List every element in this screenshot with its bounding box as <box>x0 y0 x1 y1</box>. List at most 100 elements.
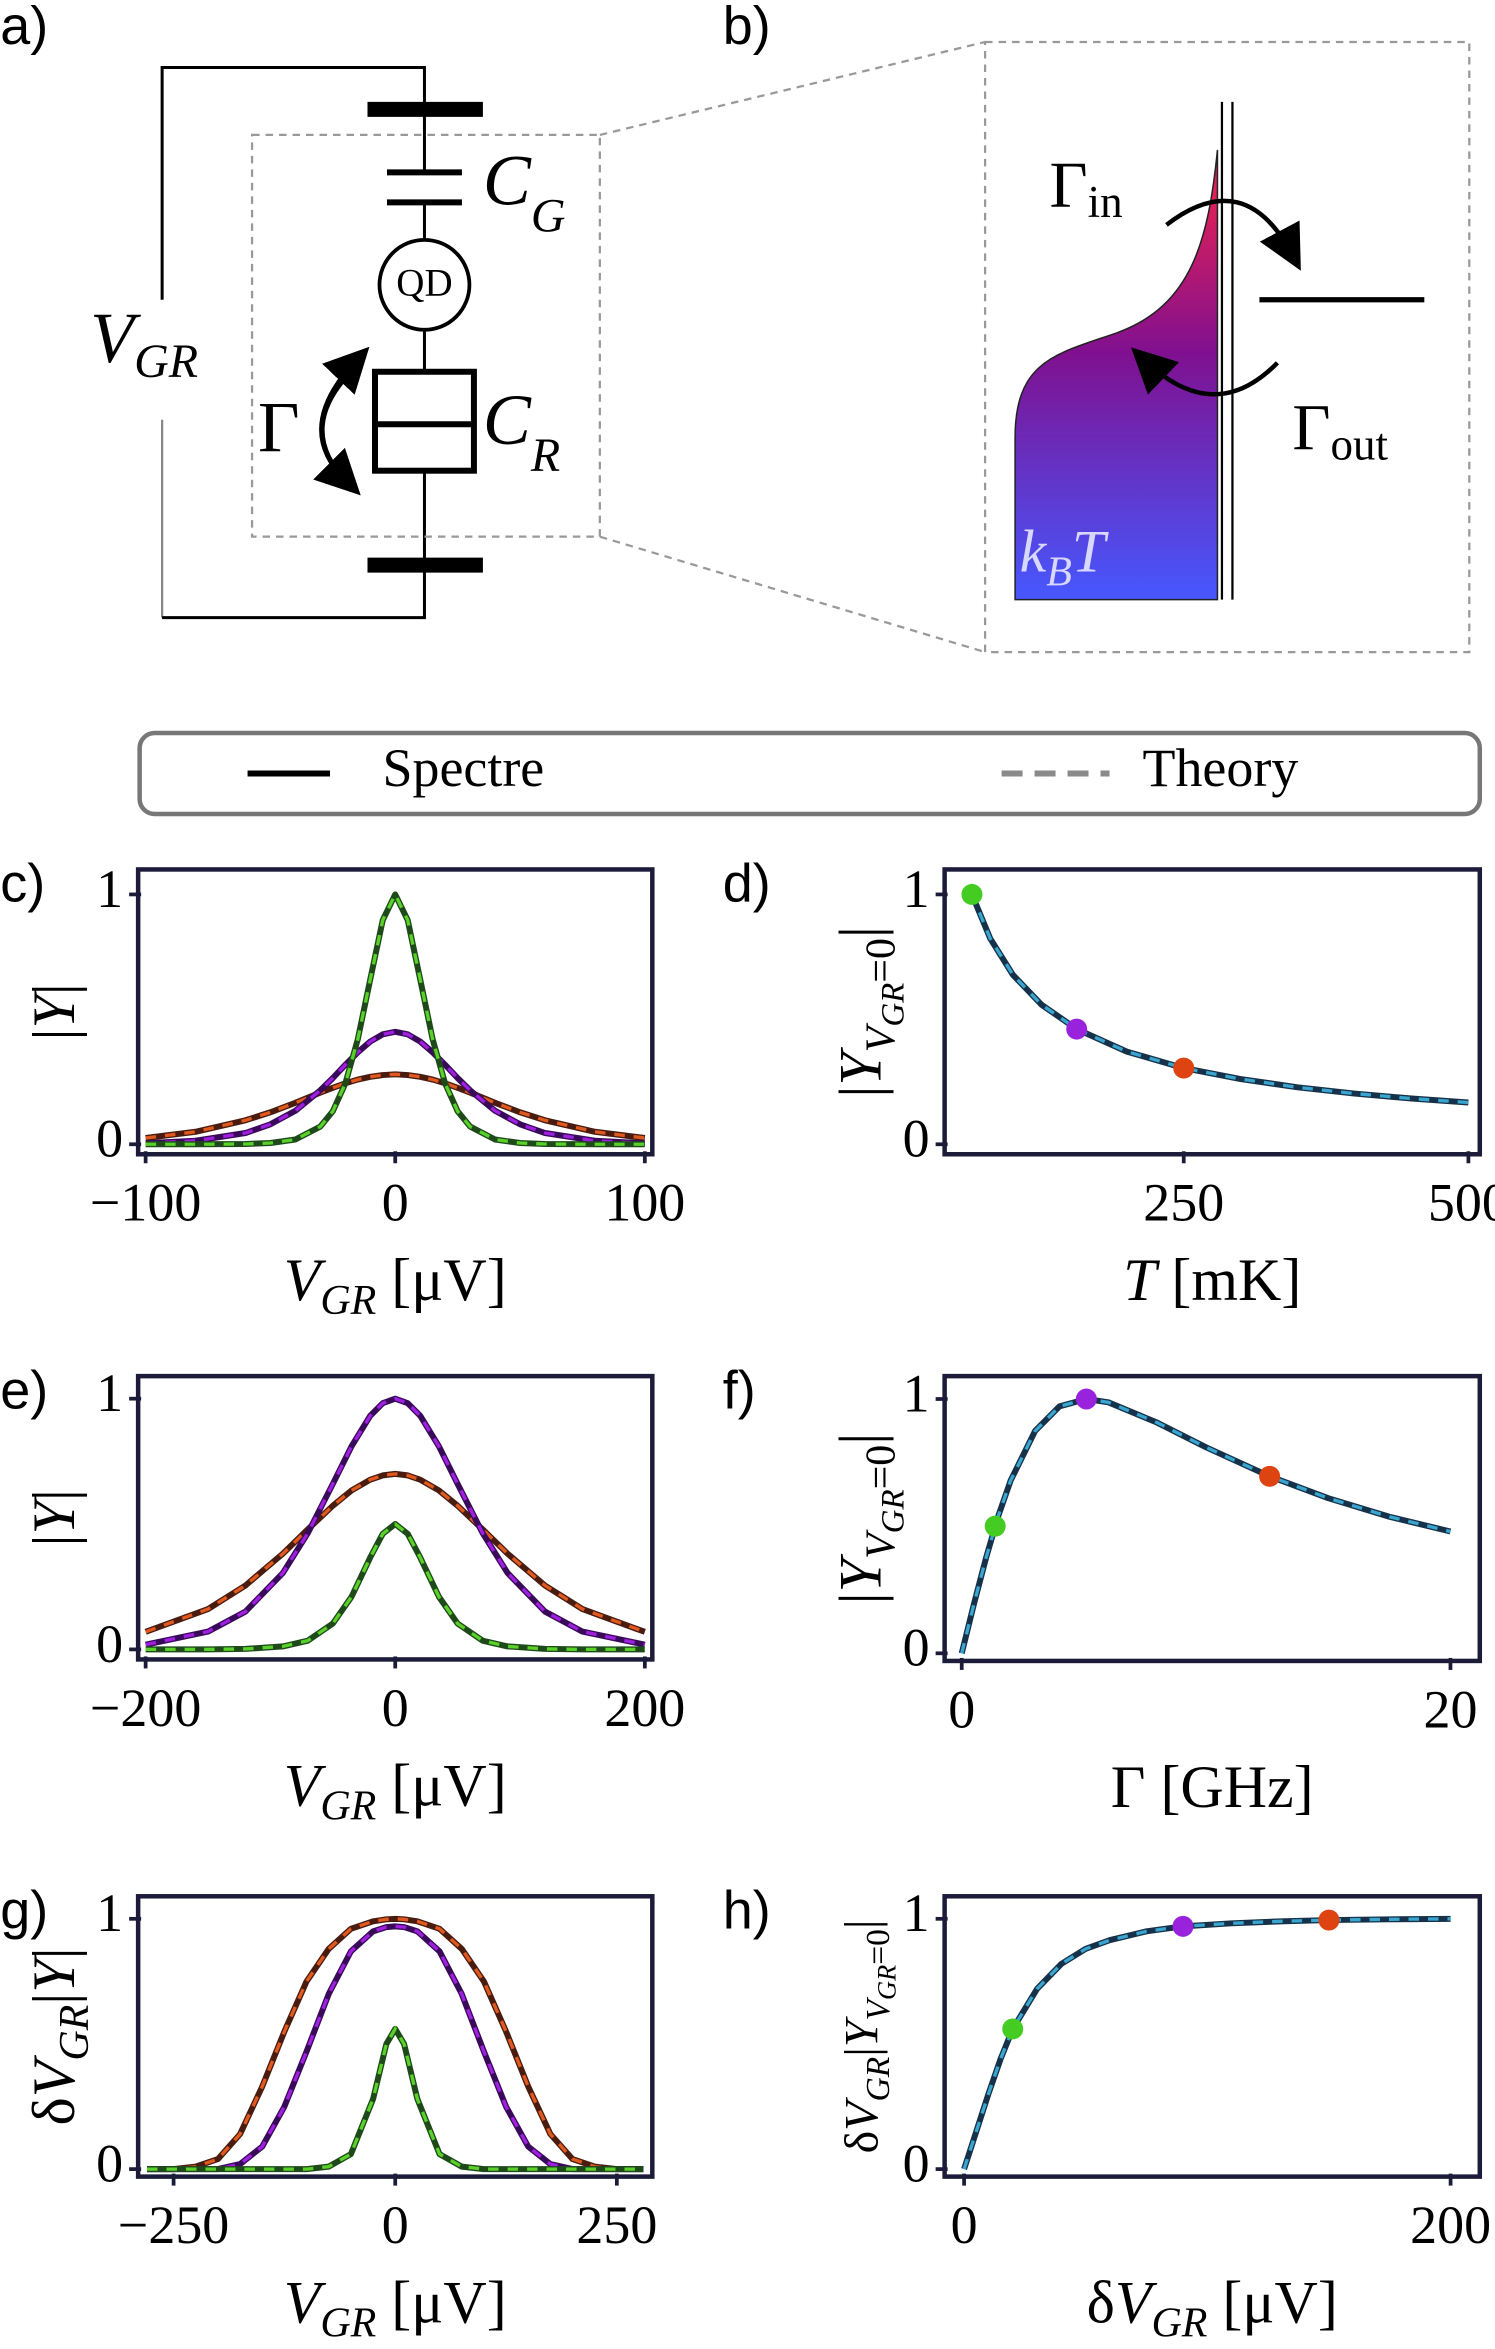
x-tick-label: −100 <box>90 1173 201 1233</box>
x-axis-label: Γ [GHz] <box>1111 1754 1314 1820</box>
label-part: V <box>836 2097 889 2131</box>
spectre-line <box>958 1396 1452 1655</box>
label-part: GR <box>875 983 911 1027</box>
marker-dot <box>1259 1465 1281 1487</box>
kbt-label: kBT <box>1020 518 1109 595</box>
theory-line <box>146 1924 644 2171</box>
panel-label: f) <box>723 1360 756 1420</box>
x-tick-label: 0 <box>948 1679 975 1739</box>
vgr-label: VGR <box>90 297 198 387</box>
label-part: V <box>21 2054 87 2097</box>
theory-line <box>962 1917 1451 2170</box>
theory-line <box>145 890 645 1146</box>
label-part: =0 <box>860 1929 897 1965</box>
plot-frame <box>135 867 655 1157</box>
label-part: | <box>827 1086 893 1098</box>
x-tick-label: 250 <box>1143 1173 1224 1233</box>
y-tick-label: 1 <box>96 859 123 919</box>
marker-dot <box>961 883 983 905</box>
label-part: | <box>827 1592 893 1604</box>
label-part: [μV] <box>1207 2269 1337 2335</box>
marker-dot <box>984 1515 1006 1537</box>
label-part: | <box>21 1029 87 1041</box>
label-part: Γ [GHz] <box>1111 1754 1314 1820</box>
spectre-line <box>146 2025 644 2173</box>
panel-label: e) <box>0 1360 48 1420</box>
y-axis-label: |YVGR=0| <box>827 926 911 1098</box>
plot-area <box>145 890 646 1148</box>
y-tick-label: 1 <box>903 859 930 919</box>
x-tick-label: 200 <box>604 1678 685 1738</box>
gamma-label: Γ <box>258 387 300 467</box>
legend: Spectre Theory <box>247 738 1298 798</box>
label-part: [μV] <box>376 1752 506 1818</box>
label-part: Y <box>21 990 87 1029</box>
y-tick-label: 1 <box>96 1363 123 1423</box>
label-part: [μV] <box>376 1247 506 1313</box>
label-part: Y <box>21 1954 87 1993</box>
label-part: GR <box>320 1278 376 1324</box>
theory-line <box>145 1396 646 1647</box>
plot-frame <box>135 1894 655 2179</box>
qd-label: QD <box>396 261 452 304</box>
theory-line <box>146 2025 644 2171</box>
label-part: =0 <box>858 1445 904 1490</box>
x-tick-label: 500 <box>1428 1173 1495 1233</box>
theory-line <box>146 1917 644 2171</box>
label-part: δ <box>21 2097 87 2125</box>
x-tick-label: 100 <box>604 1173 685 1233</box>
y-tick-label: 0 <box>96 1109 123 1169</box>
legend-label: Spectre <box>382 738 544 798</box>
label-part: V <box>1115 2269 1158 2335</box>
spectre-line <box>144 1470 646 1635</box>
y-tick-label: 0 <box>903 1109 930 1169</box>
chart-panel: f)010 20Γ [GHz]|YVGR=0| <box>723 1360 1483 1820</box>
label-part: | <box>21 1947 87 1959</box>
label-part: V <box>858 1022 904 1052</box>
theory-line <box>145 1030 645 1145</box>
x-tick-label: 200 <box>1410 2195 1491 2255</box>
fermi-diagram <box>983 40 1471 654</box>
plot-area <box>961 1909 1451 2171</box>
panel-label: g) <box>0 1881 48 1941</box>
spectre-line <box>145 1521 645 1653</box>
label-part: Y <box>836 2016 889 2047</box>
plot-area <box>958 1388 1452 1655</box>
y-axis-label: |Y| <box>21 1489 87 1546</box>
plot-area <box>961 883 1469 1106</box>
plot-frame <box>942 1373 1483 1664</box>
label-part: GR <box>320 2300 376 2346</box>
cg-label: CG <box>483 140 566 242</box>
x-axis-label: T [mK] <box>1123 1247 1301 1313</box>
label-part: | <box>827 926 893 938</box>
label-part: V <box>284 2269 327 2335</box>
label-part: | <box>21 1489 87 1501</box>
x-tick-label: 20 <box>1423 1679 1477 1739</box>
x-tick-label: 250 <box>576 2195 657 2255</box>
marker-dot <box>1173 1057 1195 1079</box>
x-axis-label: δVGR [μV] <box>1087 2269 1338 2346</box>
label-part: GR <box>872 1965 902 2000</box>
plot-area <box>146 1915 644 2173</box>
spectre-line <box>145 1071 646 1142</box>
plot-frame <box>942 1894 1483 2179</box>
y-tick-label: 0 <box>96 2133 123 2193</box>
y-tick-label: 0 <box>96 1614 123 1674</box>
plot-area <box>144 1395 646 1653</box>
label-part: V <box>860 1996 897 2020</box>
marker-dot <box>1002 2018 1024 2040</box>
marker-dot <box>1075 1388 1097 1410</box>
y-axis-label: |Y| <box>21 983 87 1040</box>
plot-frame <box>135 1373 655 1662</box>
x-axis-label: VGR [μV] <box>284 1247 507 1324</box>
marker-dot <box>1318 1909 1340 1931</box>
panel-label: c) <box>0 854 45 914</box>
label-part: Y <box>827 1047 893 1086</box>
legend-box <box>137 730 1483 817</box>
x-tick-label: −250 <box>118 2195 229 2255</box>
